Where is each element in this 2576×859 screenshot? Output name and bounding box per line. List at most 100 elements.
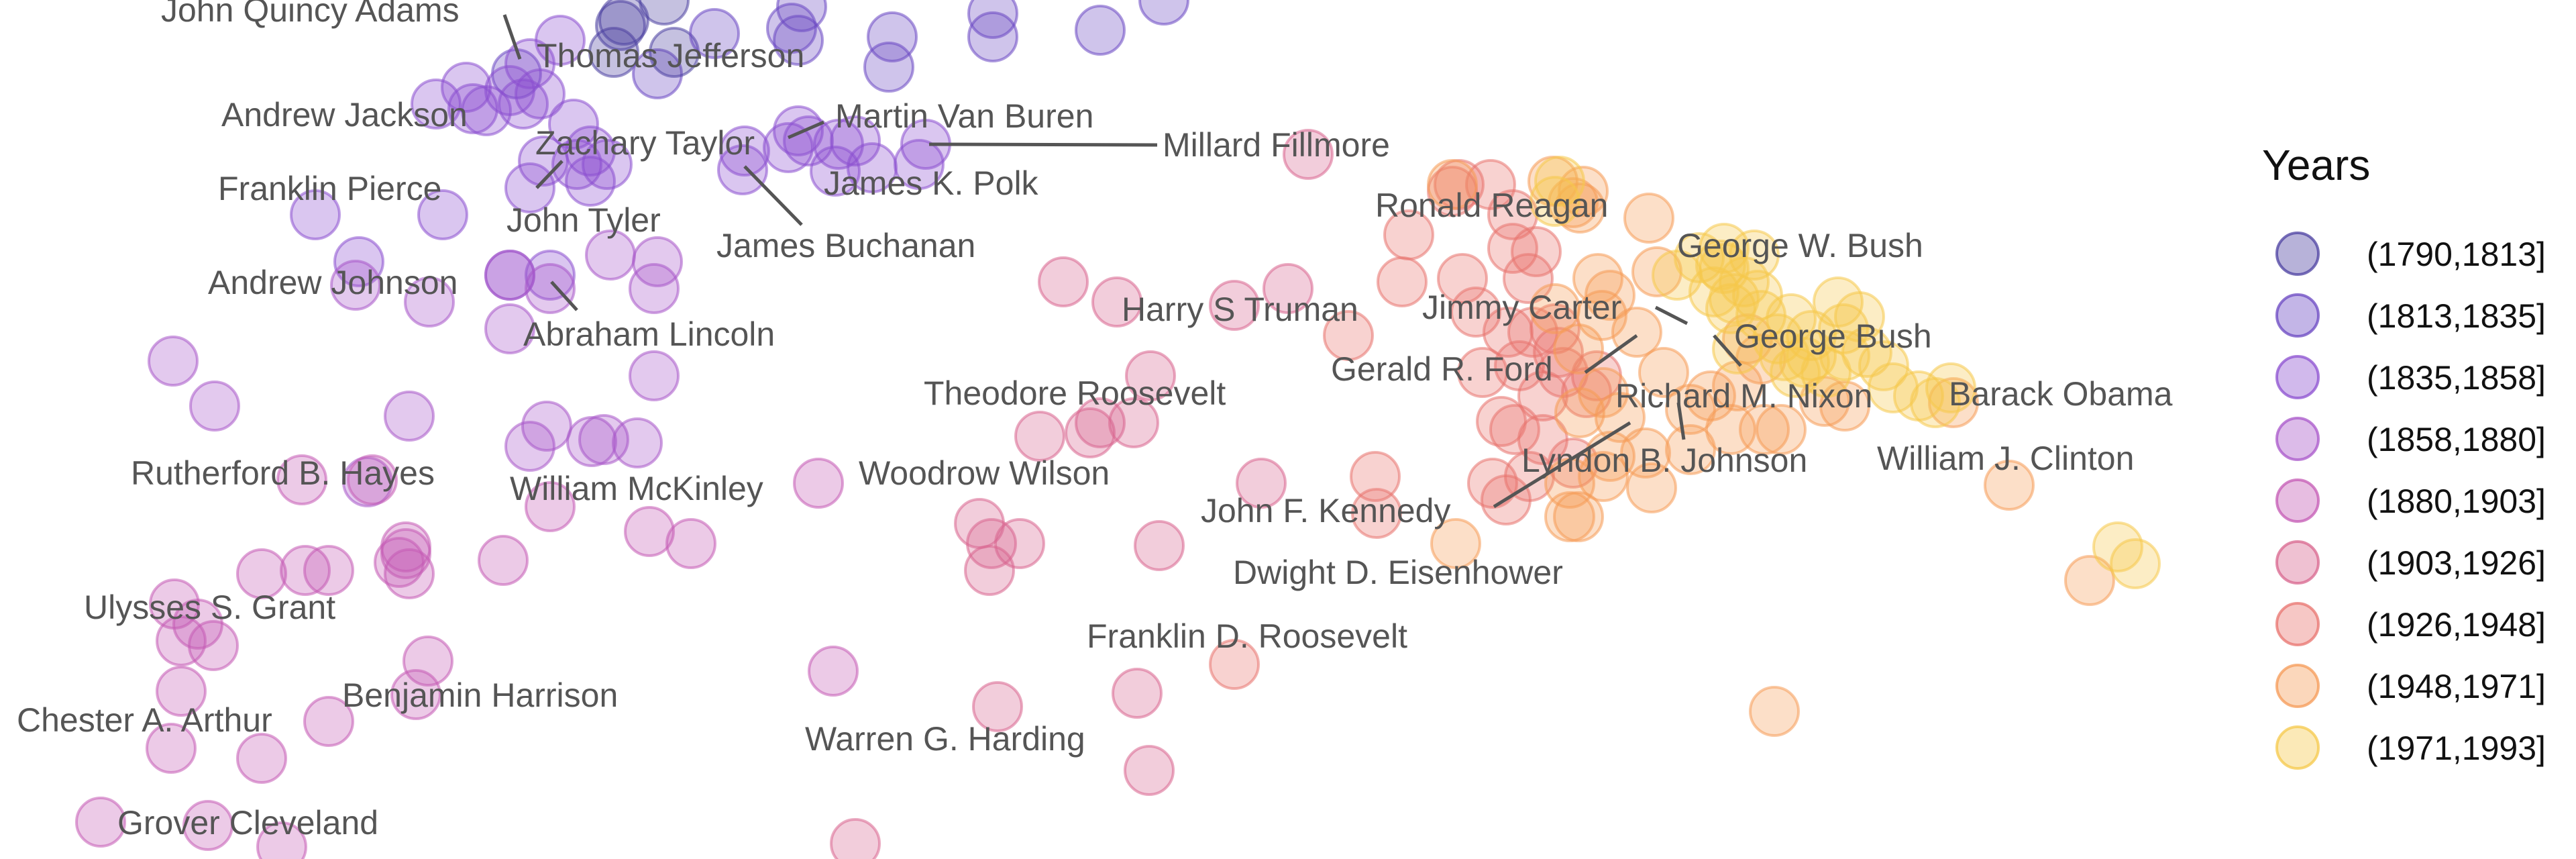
data-point — [1626, 462, 1677, 513]
data-point — [148, 336, 199, 387]
data-point — [1489, 404, 1540, 455]
data-point — [347, 454, 398, 505]
data-point — [1554, 183, 1605, 234]
point-label-john-f-kennedy: John F. Kennedy — [1201, 492, 1451, 529]
data-point — [1752, 313, 1803, 364]
point-label-andrew-johnson: Andrew Johnson — [208, 264, 458, 301]
data-point — [717, 144, 768, 195]
data-point — [1595, 392, 1646, 443]
data-point — [1544, 491, 1595, 542]
legend-swatch — [2275, 664, 2320, 708]
leader-line — [788, 120, 824, 140]
data-point — [1350, 451, 1401, 502]
data-point — [1529, 283, 1580, 334]
data-point — [847, 142, 898, 193]
data-point — [1450, 287, 1501, 338]
data-point — [1263, 263, 1313, 314]
data-point — [1108, 397, 1159, 448]
data-point — [964, 545, 1015, 596]
point-label-harry-s-truman: Harry S Truman — [1122, 291, 1358, 328]
point-label-abraham-lincoln: Abraham Lincoln — [523, 315, 775, 353]
data-point — [484, 65, 535, 116]
data-point — [525, 263, 576, 314]
data-point — [793, 458, 844, 509]
point-label-james-k-polk: James K. Polk — [824, 164, 1039, 202]
legend-label: (1880,1903] — [2367, 483, 2546, 520]
legend-label: (1971,1993] — [2367, 729, 2546, 767]
point-label-zachary-taylor: Zachary Taylor — [535, 124, 755, 162]
data-point — [402, 636, 453, 687]
data-point — [624, 506, 675, 557]
leader-line — [550, 281, 578, 311]
legend: Years (1790,1813](1813,1835](1835,1858](… — [2262, 141, 2546, 770]
data-point — [236, 733, 287, 784]
data-point — [182, 800, 233, 851]
data-point — [776, 0, 827, 32]
data-point — [384, 548, 435, 599]
data-point — [1553, 323, 1604, 374]
point-label-franklin-d-roosevelt: Franklin D. Roosevelt — [1087, 617, 1407, 655]
point-label-theodore-roosevelt: Theodore Roosevelt — [924, 374, 1226, 412]
data-point — [1834, 291, 1885, 342]
data-point — [665, 518, 716, 569]
point-label-barack-obama: Barack Obama — [1949, 375, 2173, 413]
points-layer — [75, 0, 2161, 859]
data-point — [2064, 555, 2115, 606]
data-point — [1638, 347, 1689, 398]
data-point — [411, 79, 462, 130]
data-point — [1578, 451, 1629, 502]
data-point — [156, 615, 207, 666]
point-label-woodrow-wilson: Woodrow Wilson — [859, 454, 1110, 492]
data-point — [830, 818, 881, 859]
data-point — [1138, 0, 1189, 26]
point-label-franklin-pierce: Franklin Pierce — [218, 170, 441, 207]
data-point — [629, 263, 680, 314]
point-label-benjamin-harrison: Benjamin Harrison — [342, 676, 618, 714]
data-point — [1323, 310, 1374, 361]
data-point — [1437, 253, 1488, 304]
data-point — [1819, 381, 1870, 432]
point-label-william-j-clinton: William J. Clinton — [1877, 440, 2134, 477]
point-label-andrew-jackson: Andrew Jackson — [221, 96, 468, 134]
data-point — [1705, 404, 1756, 455]
legend-label: (1790,1813] — [2367, 236, 2546, 273]
data-point — [565, 125, 616, 176]
data-point — [1209, 639, 1260, 690]
point-label-richard-m-nixon: Richard M. Nixon — [1615, 377, 1872, 415]
legend-entries: (1790,1813] (1813,1835] (1835,1858] (1858,1… — [2275, 232, 2546, 770]
data-point — [1075, 5, 1126, 56]
data-point — [548, 99, 599, 150]
data-point — [1709, 273, 1760, 324]
data-point — [1910, 377, 1961, 428]
data-point — [632, 236, 683, 287]
data-point — [1236, 458, 1287, 509]
data-point — [632, 48, 683, 99]
data-point — [1801, 347, 1851, 398]
data-point — [773, 105, 824, 156]
data-point — [390, 669, 441, 720]
leader-line — [502, 14, 522, 60]
legend-label: (1813,1835] — [2367, 297, 2546, 335]
data-point — [1695, 240, 1746, 291]
data-point — [1623, 193, 1674, 244]
point-label-john-quincy-adams: John Quincy Adams — [161, 0, 460, 29]
data-point — [1014, 411, 1065, 462]
point-label-gerald-r-ford: Gerald R. Ford — [1331, 350, 1553, 388]
leader-lines — [502, 14, 1742, 509]
point-labels: John Quincy Adams Thomas Jefferson Andrew … — [17, 0, 2173, 842]
data-point — [1756, 404, 1807, 455]
legend-label: (1835,1858] — [2367, 359, 2546, 397]
point-label-george-bush: George Bush — [1734, 317, 1932, 355]
data-point — [1430, 518, 1481, 569]
data-point — [1665, 424, 1716, 475]
data-point — [1572, 253, 1623, 304]
data-point — [863, 42, 914, 93]
data-point — [1124, 745, 1175, 796]
data-point — [525, 481, 576, 532]
data-point — [830, 115, 881, 166]
data-point — [236, 548, 287, 599]
data-point — [719, 125, 770, 176]
data-point — [303, 696, 354, 747]
data-point — [565, 156, 616, 207]
point-label-lyndon-b-johnson: Lyndon B. Johnson — [1521, 442, 1807, 479]
